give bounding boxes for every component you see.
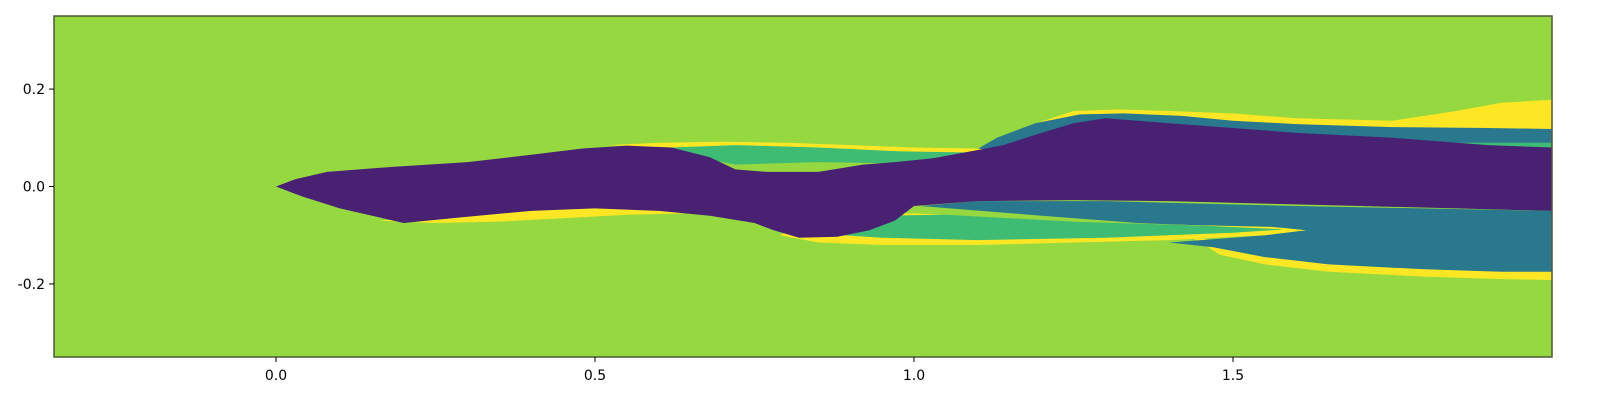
x-axis: 0.0 0.5 1.0 1.5: [265, 357, 1244, 384]
y-tick-label: 0.2: [23, 82, 45, 98]
y-axis: 0.2 0.0 -0.2: [18, 82, 54, 293]
middle-upper-green: [671, 145, 965, 165]
x-tick-label: 0.5: [584, 368, 606, 384]
x-tick-label: 0.0: [265, 368, 287, 384]
x-tick-label: 1.5: [1222, 368, 1244, 384]
lower-wake-region: [920, 201, 1552, 272]
y-tick-label: -0.2: [18, 277, 45, 293]
x-tick-label: 1.0: [903, 368, 925, 384]
middle-lower-green: [805, 214, 1284, 241]
dense-core: [276, 118, 1552, 238]
field-regions: [276, 99, 1552, 280]
y-tick-label: 0.0: [23, 180, 45, 196]
front-lower-sheet: [378, 206, 704, 223]
